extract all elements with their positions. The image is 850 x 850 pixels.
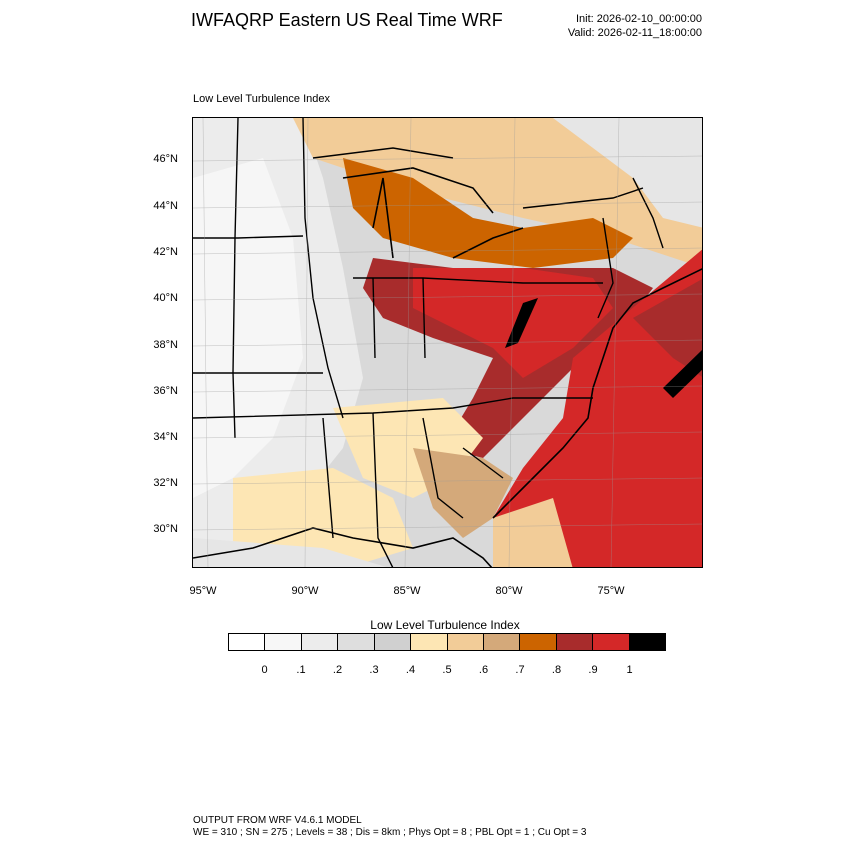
colorbar-title: Low Level Turbulence Index: [370, 618, 520, 632]
colorbar-swatch: [593, 634, 630, 650]
colorbar-tick-label: .9: [588, 664, 598, 676]
colorbar-tick-label: .7: [515, 664, 525, 676]
lat-label: 38°N: [153, 339, 178, 351]
colorbar-tick-label: .5: [442, 664, 452, 676]
colorbar: [228, 633, 666, 651]
state-boundaries: [193, 118, 664, 567]
field-atlantic-darkred: [633, 279, 702, 377]
field-greatlakes-orange: [343, 158, 633, 268]
colorbar-swatch: [229, 634, 266, 650]
map-subtitle: Low Level Turbulence Index: [193, 93, 330, 105]
lat-label: 32°N: [153, 477, 178, 489]
colorbar-swatch: [629, 634, 666, 650]
colorbar-tick-label: .3: [369, 664, 379, 676]
lat-label: 36°N: [153, 385, 178, 397]
colorbar-tick-label: .8: [551, 664, 562, 676]
field-northeast-grey: [553, 118, 702, 228]
page-title: IWFAQRP Eastern US Real Time WRF: [191, 10, 503, 30]
lat-label: 40°N: [153, 292, 178, 304]
colorbar-tick-label: 1: [626, 664, 633, 676]
colorbar-swatch: [338, 634, 375, 650]
coastline: [193, 167, 702, 567]
colorbar-swatch: [483, 634, 521, 650]
colorbar-tick-label: .6: [478, 664, 489, 676]
colorbar-swatch: [411, 634, 448, 650]
lon-label: 90°W: [291, 585, 319, 597]
lon-label: 80°W: [495, 585, 523, 597]
lon-label: 85°W: [393, 585, 421, 597]
colorbar-swatch: [520, 634, 557, 650]
field-florida-tan: [493, 498, 573, 567]
lon-label: 95°W: [189, 585, 217, 597]
field-west-lightest: [193, 158, 303, 498]
colorbar-tick-label: .1: [296, 664, 306, 676]
model-info-line1: OUTPUT FROM WRF V4.6.1 MODEL: [193, 815, 362, 826]
lon-label: 75°W: [597, 585, 625, 597]
colorbar-swatch: [447, 634, 484, 650]
turbulence-map: [193, 118, 702, 567]
field-georgia-tan: [413, 448, 513, 538]
colorbar-swatch: [374, 634, 412, 650]
valid-time: Valid: 2026-02-11_18:00:00: [567, 27, 702, 39]
colorbar-swatch: [265, 634, 302, 650]
init-time: Init: 2026-02-10_00:00:00: [576, 13, 702, 25]
colorbar-swatch: [556, 634, 594, 650]
lat-label: 30°N: [153, 523, 178, 535]
lat-label: 34°N: [153, 431, 178, 443]
lat-label: 42°N: [153, 246, 178, 258]
graticule: [193, 118, 702, 567]
field-gulf-pale: [233, 468, 413, 567]
colorbar-swatch: [301, 634, 339, 650]
field-gulf-grey: [193, 538, 387, 567]
colorbar-tick-label: .2: [332, 664, 343, 676]
field-ocean-max: [663, 349, 702, 398]
lat-label: 46°N: [153, 153, 178, 165]
colorbar-tick-label: 0: [261, 664, 268, 676]
lat-label: 44°N: [153, 200, 178, 212]
model-info-line2: WE = 310 ; SN = 275 ; Levels = 38 ; Dis …: [193, 827, 587, 838]
colorbar-tick-label: .4: [405, 664, 416, 676]
map-panel: [192, 117, 703, 568]
field-appalachian-max: [505, 298, 538, 348]
